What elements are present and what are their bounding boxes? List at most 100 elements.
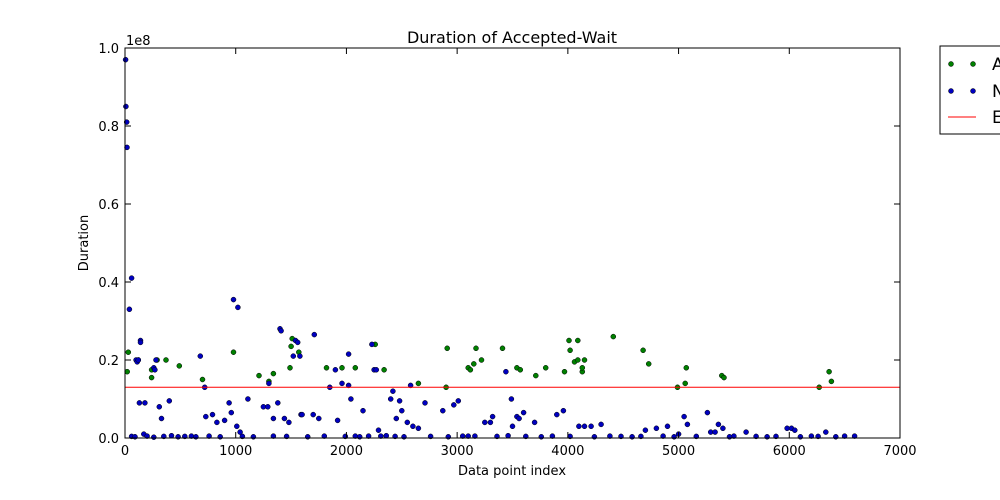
scatter-point-blue — [598, 421, 604, 428]
scatter-point-blue — [345, 382, 352, 389]
scatter-point-blue — [265, 404, 271, 410]
scatter-point-blue — [451, 402, 457, 408]
scatter-point-blue — [310, 411, 316, 418]
scatter-point-blue — [356, 434, 363, 440]
scatter-point-blue — [704, 409, 711, 416]
scatter-point-green — [826, 368, 832, 375]
legend-marker-blue — [970, 88, 976, 94]
scatter-point-blue — [681, 413, 687, 420]
scatter-point-green — [581, 357, 588, 363]
scatter-point-green — [323, 365, 330, 371]
scatter-point-blue — [373, 367, 380, 373]
scatter-point-blue — [489, 413, 496, 420]
scatter-point-blue — [503, 368, 509, 375]
scatter-point-blue — [808, 433, 815, 439]
scatter-point-blue — [823, 429, 829, 435]
scatter-point-blue — [383, 432, 390, 439]
scatter-point-blue — [250, 434, 257, 440]
scatter-point-blue — [334, 417, 341, 424]
scatter-point-blue — [369, 341, 375, 348]
scatter-point-blue — [152, 367, 158, 373]
scatter-point-blue — [136, 400, 143, 406]
y-tick-label: 0.2 — [98, 354, 119, 369]
scatter-point-blue — [792, 427, 798, 433]
scatter-point-blue — [401, 434, 407, 440]
x-tick-label: 0 — [121, 444, 129, 459]
scatter-point-green — [575, 337, 581, 344]
scatter-point-green — [467, 367, 474, 373]
x-axis: 0 1000 2000 3000 4000 5000 6000 7000 — [121, 48, 917, 459]
scatter-point-blue — [214, 419, 220, 426]
scatter-point-blue — [123, 103, 129, 110]
scatter-point-blue — [576, 423, 582, 430]
scatter-point-blue — [290, 353, 297, 359]
x-tick-label: 1000 — [219, 444, 252, 459]
scatter-point-blue — [304, 434, 311, 440]
scatter-point-blue — [764, 434, 770, 440]
scatter-point-green — [176, 363, 183, 369]
y-tick-label: 0.6 — [98, 198, 119, 213]
legend-marker-green — [970, 61, 976, 67]
scatter-point-green — [567, 347, 573, 354]
scatter-point-blue — [270, 415, 277, 422]
scatter-point-green — [339, 365, 345, 371]
scatter-point-blue — [459, 433, 466, 439]
scatter-point-blue — [591, 434, 598, 440]
scatter-point-green — [288, 343, 294, 350]
scatter-point-blue — [607, 433, 613, 439]
scatter-point-blue — [281, 415, 288, 422]
scatter-point-blue — [531, 419, 538, 426]
scatter-point-blue — [348, 396, 354, 402]
scatter-point-blue — [226, 400, 232, 406]
scatter-point-blue — [175, 434, 181, 440]
scatter-point-blue — [851, 433, 858, 439]
scatter-point-blue — [135, 357, 142, 363]
scatter-point-blue — [132, 434, 138, 440]
scatter-point-blue — [393, 415, 400, 422]
scatter-point-green — [415, 380, 422, 387]
scatter-point-blue — [660, 433, 666, 439]
scatter-point-blue — [399, 407, 405, 414]
scatter-point-blue — [228, 409, 235, 416]
scatter-point-blue — [720, 425, 726, 432]
scatter-point-green — [287, 365, 293, 371]
scatter-point-blue — [726, 434, 733, 440]
scatter-point-blue — [209, 411, 216, 418]
scatter-point-green — [471, 361, 477, 367]
scatter-point-blue — [230, 296, 237, 303]
scatter-point-blue — [797, 434, 804, 440]
scatter-point-green — [610, 333, 617, 340]
scatter-point-blue — [743, 429, 749, 435]
plot-frame — [124, 47, 901, 439]
scatter-point-blue — [712, 429, 718, 435]
scatter-point-blue — [505, 432, 511, 439]
scatter-point-blue — [128, 275, 135, 281]
scatter-point-blue — [440, 407, 446, 414]
scatter-point-blue — [378, 433, 384, 439]
scatter-point-blue — [841, 433, 848, 439]
x-axis-label: Data point index — [458, 464, 566, 479]
scatter-point-blue — [390, 388, 396, 394]
scatter-point-blue — [715, 421, 722, 428]
scatter-point-blue — [833, 434, 839, 440]
scatter-point-blue — [482, 419, 488, 426]
scatter-point-green — [148, 374, 155, 381]
scatter-point-blue — [311, 331, 318, 338]
scatter-point-blue — [472, 433, 478, 439]
scatter-point-blue — [332, 367, 339, 373]
scatter-point-blue — [158, 415, 165, 422]
scatter-point-green — [444, 345, 450, 352]
scatter-point-green — [575, 357, 581, 363]
scatter-point-green — [640, 347, 646, 354]
scatter-point-green — [683, 365, 690, 371]
scatter-point-blue — [221, 417, 228, 424]
scatter-point-blue — [671, 434, 677, 440]
scatter-point-blue — [217, 434, 223, 440]
scatter-point-blue — [294, 339, 301, 346]
scatter-point-blue — [122, 56, 129, 63]
scatter-point-green — [125, 349, 132, 355]
scatter-point-blue — [316, 415, 322, 422]
y-tick-label: 1.0 — [98, 42, 119, 57]
scatter-point-blue — [415, 425, 422, 432]
